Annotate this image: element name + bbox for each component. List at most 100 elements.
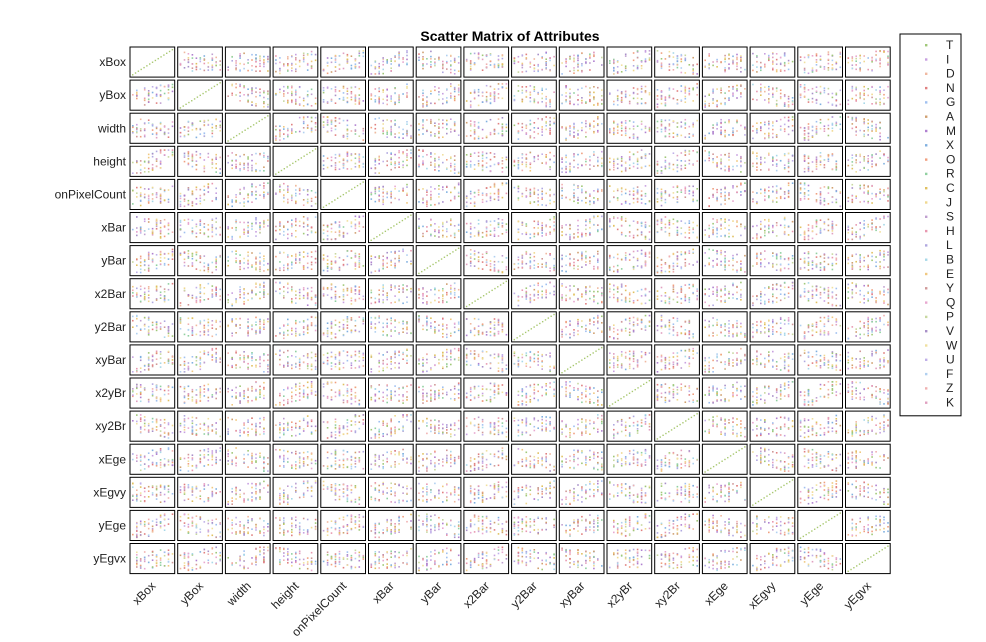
cell-xEge-vs-y2Bar	[511, 443, 557, 475]
cell-yEgvx-vs-yBar	[415, 543, 462, 575]
cell-xyBar-vs-yEge	[797, 344, 843, 376]
cell-points	[227, 52, 269, 72]
cell-points	[132, 83, 174, 106]
cell-y2Bar-vs-xEgvy	[749, 311, 796, 343]
cell-points	[752, 316, 794, 339]
cell-points	[136, 549, 174, 570]
legend-marker	[925, 201, 928, 204]
cell-points	[370, 548, 412, 570]
cell-points	[275, 182, 317, 207]
cell-points	[613, 513, 651, 537]
legend-label: I	[946, 52, 949, 66]
cell-yBox-vs-yBar	[415, 79, 462, 111]
cell-xEgvy-vs-xEgvy	[749, 476, 796, 508]
legend-entry-F: F	[925, 367, 953, 381]
cell-points	[227, 281, 269, 307]
cell-points	[799, 251, 838, 271]
cell-height-vs-yEgvx	[845, 145, 891, 177]
row-label-yEgvx: yEgvx	[93, 552, 126, 566]
cell-xBar-vs-x2yBr	[606, 212, 653, 244]
cell-yEgvx-vs-xEgvy	[749, 543, 796, 575]
cell-points	[517, 381, 555, 406]
row-label-x2yBr: x2yBr	[95, 386, 126, 400]
cell-onPixelCount-vs-xy2Br	[654, 178, 700, 210]
cell-y2Bar-vs-onPixelCount	[320, 311, 366, 343]
legend-label: R	[946, 167, 955, 181]
column-label-yEgvx: yEgvx	[841, 579, 874, 612]
cell-xBox-vs-yEgvx	[845, 46, 891, 78]
cell-yBar-vs-yBar	[415, 245, 462, 277]
legend-label: L	[946, 238, 953, 252]
cell-x2Bar-vs-xEgvy	[749, 278, 796, 310]
legend-marker	[925, 344, 928, 347]
column-label-xy2Br: xy2Br	[652, 579, 684, 611]
cell-points	[656, 449, 698, 472]
cell-yEge-vs-xBox	[129, 509, 176, 541]
cell-points	[704, 281, 742, 307]
cell-points	[847, 515, 889, 537]
cell-xBox-vs-onPixelCount	[320, 46, 366, 78]
legend-marker	[925, 72, 928, 75]
cell-points	[656, 216, 698, 239]
legend-label: M	[946, 124, 956, 138]
cell-points	[704, 415, 746, 438]
cell-points	[609, 283, 651, 305]
cell-height-vs-onPixelCount	[320, 145, 366, 177]
cell-height-vs-xy2Br	[654, 145, 700, 177]
cell-points	[322, 215, 365, 241]
legend-label: F	[946, 367, 953, 381]
cell-points	[227, 83, 269, 108]
cell-xBar-vs-yEge	[797, 212, 843, 244]
cell-points	[227, 350, 269, 373]
cell-xy2Br-vs-width	[224, 410, 271, 442]
column-label-xEgvy: xEgvy	[746, 579, 779, 612]
cell-points	[613, 448, 651, 468]
cell-width-vs-xyBar	[558, 112, 605, 144]
cell-xEgvy-vs-x2yBr	[606, 476, 653, 508]
cell-frame	[415, 410, 462, 442]
cell-points	[275, 50, 317, 75]
cell-xBar-vs-onPixelCount	[320, 212, 366, 244]
cell-frame	[177, 311, 223, 343]
legend-entry-Z: Z	[925, 381, 953, 395]
cell-points	[465, 117, 508, 140]
cell-frame	[368, 278, 414, 310]
cell-x2yBr-vs-yEgvx	[845, 377, 891, 409]
cell-points	[418, 482, 460, 503]
row-label-xBox: xBox	[99, 55, 126, 69]
cell-yBar-vs-yBox	[177, 245, 223, 277]
cell-points	[418, 315, 460, 339]
diagonal-line	[275, 148, 317, 175]
cell-points	[656, 118, 698, 138]
cell-yEge-vs-xyBar	[558, 509, 605, 541]
row-label-yBar: yBar	[101, 254, 126, 268]
cell-y2Bar-vs-yBox	[177, 311, 223, 343]
cell-x2Bar-vs-onPixelCount	[320, 278, 366, 310]
cell-xEge-vs-xyBar	[558, 443, 605, 475]
cell-points	[561, 547, 603, 570]
legend-label: G	[946, 95, 955, 109]
cell-onPixelCount-vs-xEgvy	[749, 178, 796, 210]
cell-points	[752, 116, 794, 140]
cell-width-vs-x2Bar	[463, 112, 510, 144]
cell-yBar-vs-xyBar	[558, 245, 605, 277]
cell-points	[418, 513, 460, 539]
cell-xy2Br-vs-xBox	[129, 410, 176, 442]
legend-marker	[925, 401, 928, 404]
cell-frame	[415, 311, 462, 343]
cell-xBar-vs-xyBar	[558, 212, 605, 244]
diagonal-line	[752, 479, 794, 506]
cell-frame	[129, 543, 176, 575]
diagonal-line	[418, 247, 460, 275]
legend-marker	[925, 172, 928, 176]
cell-points	[179, 317, 221, 338]
cell-points	[322, 316, 365, 340]
cell-xBar-vs-xBar	[368, 212, 414, 244]
diagonal-line	[370, 214, 412, 241]
matrix-cells	[129, 46, 891, 575]
cell-points	[275, 281, 317, 306]
legend-entry-Q: Q	[925, 295, 955, 309]
cell-yBox-vs-yEgvx	[845, 79, 891, 111]
cell-points	[561, 215, 603, 241]
